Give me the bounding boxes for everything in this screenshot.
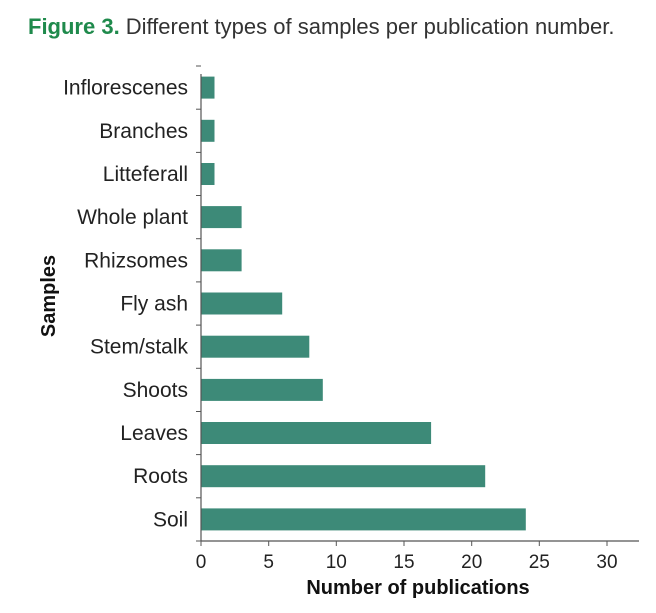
category-label: Whole plant	[77, 206, 188, 229]
bar-litteferall	[201, 163, 215, 185]
x-tick-label: 15	[393, 552, 414, 573]
bar-shoots	[201, 378, 323, 401]
bar-roots	[201, 465, 486, 488]
figure-caption-text: Different types of samples per publicati…	[125, 14, 615, 39]
category-label: Leaves	[120, 422, 188, 445]
bar-inflorescenes	[201, 76, 215, 99]
category-label: Litteferall	[103, 163, 188, 186]
category-label: Rhizsomes	[84, 249, 188, 272]
bar-branches	[201, 119, 215, 142]
bar-whole-plant	[201, 206, 242, 229]
x-tick-label: 5	[263, 552, 274, 573]
category-label: Branches	[99, 120, 188, 143]
x-axis-title: Number of publications	[306, 577, 529, 599]
figure-label: Figure 3.	[28, 14, 120, 39]
bar-rhizsomes	[201, 249, 242, 272]
axes-layer: Soil Roots Leaves Shoots Stem/stalk Fly ash Rh…	[63, 65, 639, 573]
bar-leaves	[201, 422, 432, 444]
figure-caption: Figure 3. Different types of samples per …	[28, 14, 614, 40]
x-tick-label: 20	[461, 552, 482, 573]
category-label: Roots	[133, 465, 188, 488]
x-tick-label: 0	[196, 552, 207, 573]
category-label: Inflorescenes	[63, 77, 188, 100]
x-tick-label: 25	[529, 552, 550, 573]
category-label: Fly ash	[120, 293, 188, 316]
category-label: Stem/stalk	[90, 336, 189, 359]
bar-stem-stalk	[201, 335, 310, 358]
y-axis-title: Samples	[38, 255, 60, 337]
x-tick-label: 30	[596, 552, 617, 573]
bar-soil	[201, 508, 526, 531]
category-label: Shoots	[123, 379, 188, 402]
x-tick-label: 10	[326, 552, 347, 573]
bar-fly-ash	[201, 292, 283, 315]
category-label: Soil	[153, 508, 188, 531]
bars-layer	[201, 76, 526, 531]
